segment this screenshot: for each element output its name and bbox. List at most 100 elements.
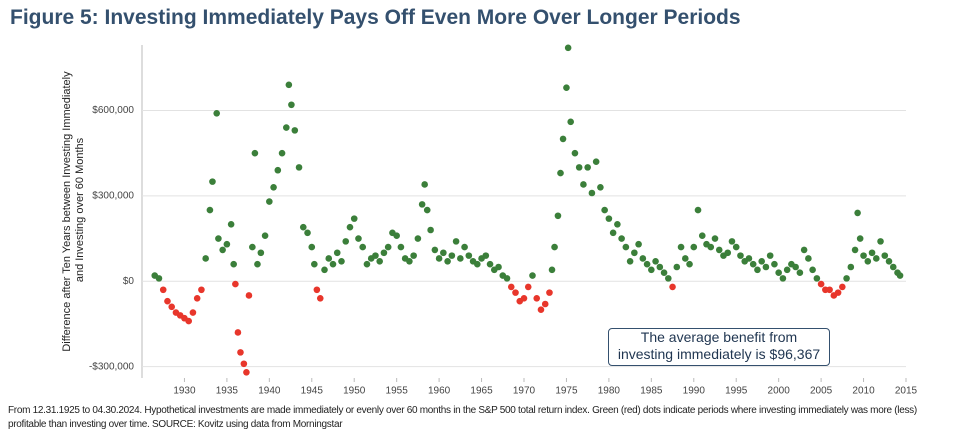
y-axis-label-line: Difference after Ten Years between Inves… [61,71,73,352]
dot [856,235,864,242]
dot [155,275,163,282]
dot [346,223,354,231]
dot [652,258,659,265]
dot [270,184,277,191]
dot [834,289,842,296]
dot [724,249,732,257]
dot [711,235,719,242]
dot [359,243,367,251]
dot [745,255,753,262]
dot [817,280,825,288]
annotation-line: investing immediately is $96,367 [617,346,821,362]
y-tick-label: $300,000 [92,190,134,201]
dot [503,275,511,282]
dot [423,206,431,214]
x-tick-label: 1985 [640,386,663,397]
dot [243,369,250,376]
annotation: The average benefit from investing immed… [608,328,830,366]
dot [592,158,600,165]
dot [597,184,604,191]
dot [639,255,647,262]
dot [665,275,672,282]
x-tick-label: 2000 [768,386,791,397]
dot [266,198,273,205]
dot [622,243,630,251]
dot [189,309,197,316]
dot [376,258,383,265]
dot [771,260,778,268]
dot [249,243,256,251]
dot [350,215,358,222]
dot [457,255,464,262]
dot [800,246,808,254]
x-tick-label: 1940 [258,386,281,397]
dot [732,243,740,251]
dot [342,238,350,245]
dot [261,232,269,239]
dot [474,260,481,268]
chart: Difference after Ten Years between Inves… [61,44,918,397]
dot [686,260,693,268]
dot [571,149,579,157]
dot [843,275,850,282]
annotation-line: The average benefit from [640,329,798,345]
dot [805,255,812,262]
dot [254,260,261,268]
dot [554,212,562,220]
dot [868,249,876,257]
dot [529,272,536,279]
dot [316,295,324,302]
dot [299,223,307,231]
dot [482,252,490,259]
dot [872,255,880,262]
x-tick-label: 1975 [555,386,578,397]
dot [308,243,316,251]
dot [234,329,242,336]
dot [728,238,736,245]
dot [397,243,405,251]
dot [588,189,596,197]
x-tick-label: 1980 [598,386,621,397]
dot [507,283,515,291]
dot [185,317,192,325]
dot [338,258,345,265]
dot [304,229,311,237]
x-tick-label: 2010 [852,386,875,397]
dot [614,221,621,228]
dot [427,226,434,234]
dot [635,240,642,248]
x-tick-label: 1950 [343,386,366,397]
dot [215,235,222,242]
x-tick-label: 1930 [173,386,196,397]
dot [631,249,638,257]
dot [564,44,572,52]
dot [847,263,855,271]
dot [168,303,176,311]
dot [421,181,428,188]
dot [762,263,770,271]
dot [546,289,553,296]
dot [537,306,545,313]
x-tick-label: 1970 [513,386,536,397]
dot [285,81,293,89]
dot [209,178,216,185]
dot [885,258,893,265]
dot [278,149,286,157]
dot [677,243,685,251]
dot [363,260,371,268]
dot [690,243,698,251]
dot [240,360,248,368]
dot [754,266,761,274]
dot [440,249,447,257]
dot [854,209,861,217]
y-tick-label: $600,000 [92,105,134,116]
dot [557,169,564,177]
x-tick-label: 1995 [725,386,748,397]
dot [257,249,265,257]
dot [575,164,583,171]
dot [839,283,846,291]
dot [779,275,787,282]
dot [355,235,362,242]
dot [448,252,456,259]
dot [164,297,171,305]
